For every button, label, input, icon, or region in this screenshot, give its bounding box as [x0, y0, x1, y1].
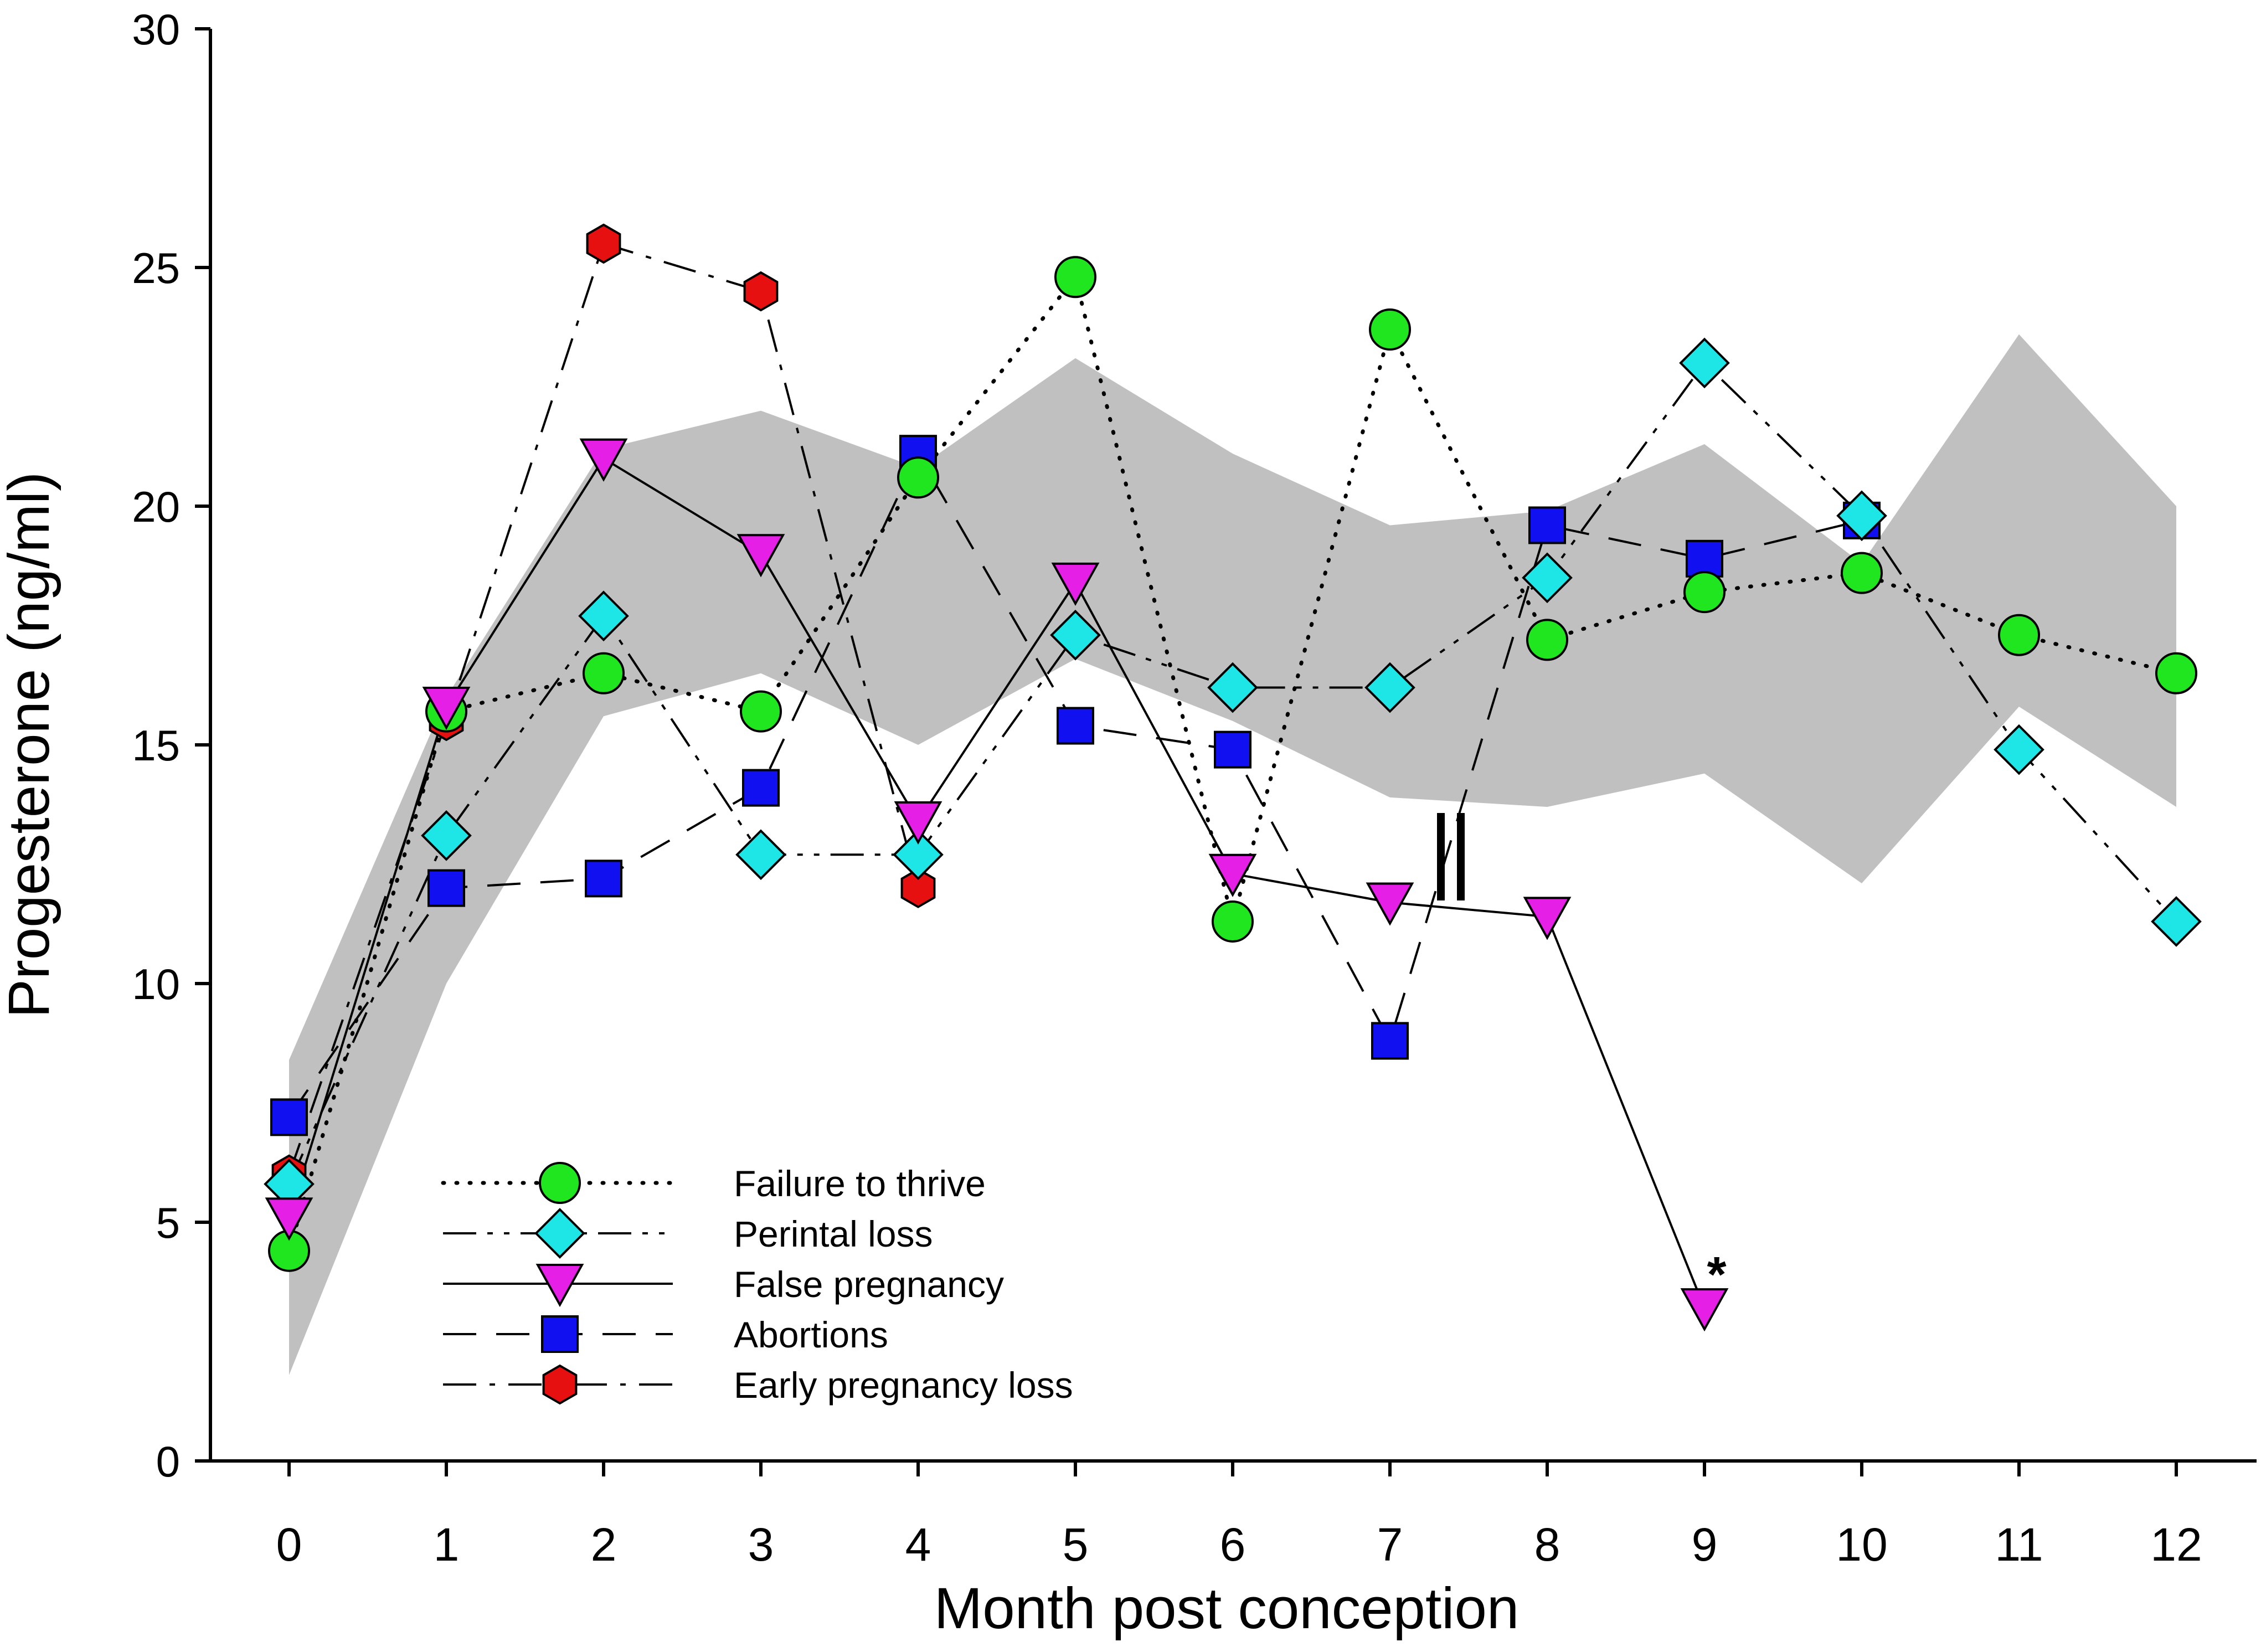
legend-marker-failure-to-thrive [539, 1162, 581, 1204]
data-point-abortions [1057, 707, 1094, 745]
data-point-perintal-loss [578, 590, 629, 642]
x-tick-label: 11 [1995, 1519, 2043, 1571]
axis-break-mark [1437, 813, 1465, 900]
y-tick-label: 0 [156, 1437, 180, 1486]
data-point-failure-to-thrive [1526, 619, 1568, 661]
x-axis-label: Month post conception [934, 1576, 1520, 1641]
data-point-early-pregnancy-loss [743, 271, 779, 312]
data-point-perintal-loss [1522, 552, 1573, 604]
data-point-false-pregnancy [1680, 1288, 1729, 1332]
data-point-perintal-loss [735, 829, 786, 881]
x-tick-label: 7 [1377, 1519, 1403, 1571]
data-point-failure-to-thrive [1841, 552, 1883, 594]
data-point-perintal-loss [1050, 609, 1101, 661]
data-point-abortions [1214, 730, 1251, 769]
x-tick-label: 10 [1836, 1519, 1887, 1571]
data-point-abortions [742, 769, 780, 807]
data-point-false-pregnancy [1523, 897, 1572, 940]
y-tick-label: 15 [132, 721, 180, 770]
x-tick-label: 3 [748, 1519, 774, 1571]
y-tick-label: 20 [132, 482, 180, 531]
data-point-failure-to-thrive [1683, 571, 1726, 614]
x-tick-label: 9 [1692, 1519, 1718, 1571]
data-point-failure-to-thrive [1054, 256, 1096, 299]
legend-label-early-pregnancy-loss: Early pregnancy loss [734, 1365, 1073, 1406]
legend-marker-perintal-loss [534, 1208, 585, 1259]
data-point-failure-to-thrive [897, 456, 939, 499]
legend-label-false-pregnancy: False pregnancy [734, 1264, 1004, 1305]
legend: Failure to thrive Perintal loss False pr… [441, 1162, 1073, 1406]
data-point-false-pregnancy [422, 687, 471, 730]
x-tick-label: 0 [276, 1519, 302, 1571]
x-tick-label: 1 [434, 1519, 460, 1571]
data-point-perintal-loss [1994, 724, 2044, 775]
x-tick-label: 5 [1063, 1519, 1089, 1571]
data-point-abortions [270, 1098, 308, 1136]
data-point-early-pregnancy-loss [900, 868, 936, 908]
y-tick-label: 10 [132, 960, 180, 1008]
data-point-abortions [1686, 539, 1723, 578]
data-point-abortions [1528, 506, 1566, 544]
data-point-false-pregnancy [265, 1197, 313, 1241]
data-point-perintal-loss [1679, 337, 1730, 389]
data-point-failure-to-thrive [1998, 614, 2040, 656]
data-point-abortions [428, 869, 465, 907]
data-point-failure-to-thrive [583, 652, 625, 694]
data-point-failure-to-thrive [1369, 308, 1411, 351]
data-point-false-pregnancy [737, 534, 785, 578]
data-point-perintal-loss [421, 810, 472, 861]
data-point-abortions [1371, 1022, 1409, 1060]
x-tick-label: 4 [905, 1519, 931, 1571]
y-tick-label: 25 [132, 244, 180, 292]
data-point-abortions [585, 860, 622, 898]
y-axis-label: Progesterone (ng/ml) [0, 472, 61, 1018]
data-point-false-pregnancy [894, 801, 942, 845]
x-tick-label: 12 [2150, 1519, 2202, 1571]
series-line-false-pregnancy [288, 457, 1706, 1309]
legend-marker-early-pregnancy-loss [542, 1364, 578, 1405]
legend-label-perintal-loss: Perintal loss [734, 1213, 933, 1254]
x-tick-label: 6 [1220, 1519, 1246, 1571]
data-point-early-pregnancy-loss [586, 223, 621, 264]
y-tick-label: 30 [132, 5, 180, 54]
data-point-false-pregnancy [1051, 562, 1100, 606]
data-point-perintal-loss [893, 829, 944, 881]
data-point-failure-to-thrive [1212, 900, 1254, 943]
false-pregnancy-annotation: * [1707, 1247, 1726, 1303]
legend-label-failure-to-thrive: Failure to thrive [734, 1163, 986, 1204]
data-point-perintal-loss [1836, 490, 1887, 542]
data-point-false-pregnancy [1208, 853, 1257, 897]
data-point-perintal-loss [1364, 662, 1415, 713]
data-point-perintal-loss [1207, 662, 1258, 713]
data-point-failure-to-thrive [2155, 652, 2197, 694]
x-tick-label: 2 [591, 1519, 617, 1571]
data-point-perintal-loss [2151, 896, 2202, 947]
data-point-false-pregnancy [579, 438, 628, 482]
legend-marker-abortions [541, 1315, 579, 1353]
x-tick-label: 8 [1534, 1519, 1560, 1571]
legend-label-abortions: Abortions [734, 1314, 888, 1355]
legend-marker-false-pregnancy [535, 1264, 584, 1308]
data-point-false-pregnancy [1366, 882, 1414, 926]
data-point-failure-to-thrive [740, 690, 782, 733]
y-tick-label: 5 [156, 1198, 180, 1247]
